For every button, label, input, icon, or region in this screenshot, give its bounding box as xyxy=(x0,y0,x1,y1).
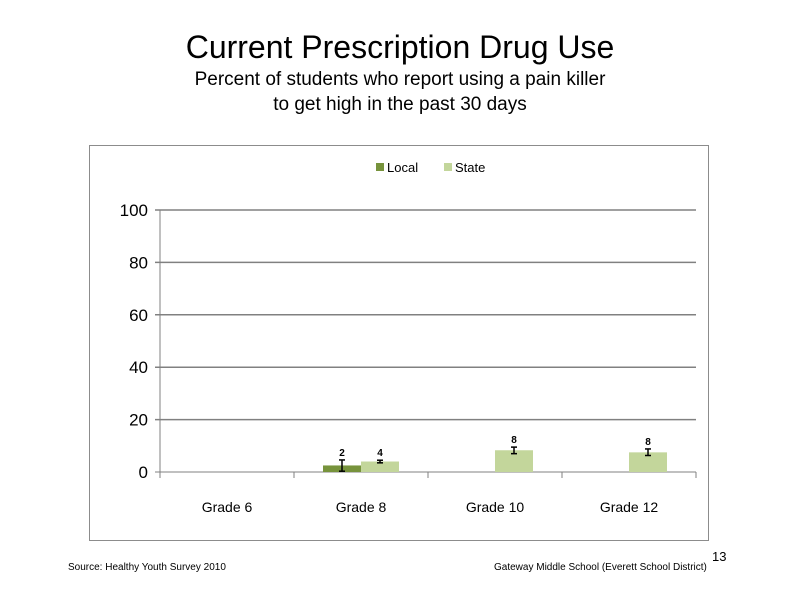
legend-swatch-state xyxy=(444,163,452,171)
y-tick-label: 40 xyxy=(129,358,148,377)
slide-subtitle: Percent of students who report using a p… xyxy=(0,67,800,117)
x-tick-label: Grade 6 xyxy=(202,499,253,515)
legend-swatch-local xyxy=(376,163,384,171)
x-tick-label: Grade 12 xyxy=(600,499,659,515)
bar-state xyxy=(495,450,533,472)
data-label: 2 xyxy=(339,448,345,459)
slide-title: Current Prescription Drug Use xyxy=(185,29,615,65)
x-tick-label: Grade 10 xyxy=(466,499,525,515)
source-note: Source: Healthy Youth Survey 2010 xyxy=(68,562,226,573)
data-label: 4 xyxy=(377,448,383,459)
y-tick-label: 60 xyxy=(129,306,148,325)
y-tick-label: 20 xyxy=(129,411,148,430)
legend-label-local: Local xyxy=(387,160,418,175)
legend-label-state: State xyxy=(455,160,485,175)
bar-state xyxy=(629,452,667,472)
chart-frame xyxy=(89,145,709,541)
page-number: 13 xyxy=(712,549,727,564)
data-label: 8 xyxy=(645,437,651,448)
subtitle-line-2: to get high in the past 30 days xyxy=(273,94,527,115)
subtitle-line-1: Percent of students who report using a p… xyxy=(194,69,606,90)
y-tick-label: 100 xyxy=(120,201,148,220)
bar-state xyxy=(361,461,399,472)
school-name: Gateway Middle School (Everett School Di… xyxy=(494,562,707,573)
y-tick-label: 0 xyxy=(139,463,148,482)
x-tick-label: Grade 8 xyxy=(336,499,387,515)
y-tick-label: 80 xyxy=(129,253,148,272)
data-label: 8 xyxy=(511,435,517,446)
